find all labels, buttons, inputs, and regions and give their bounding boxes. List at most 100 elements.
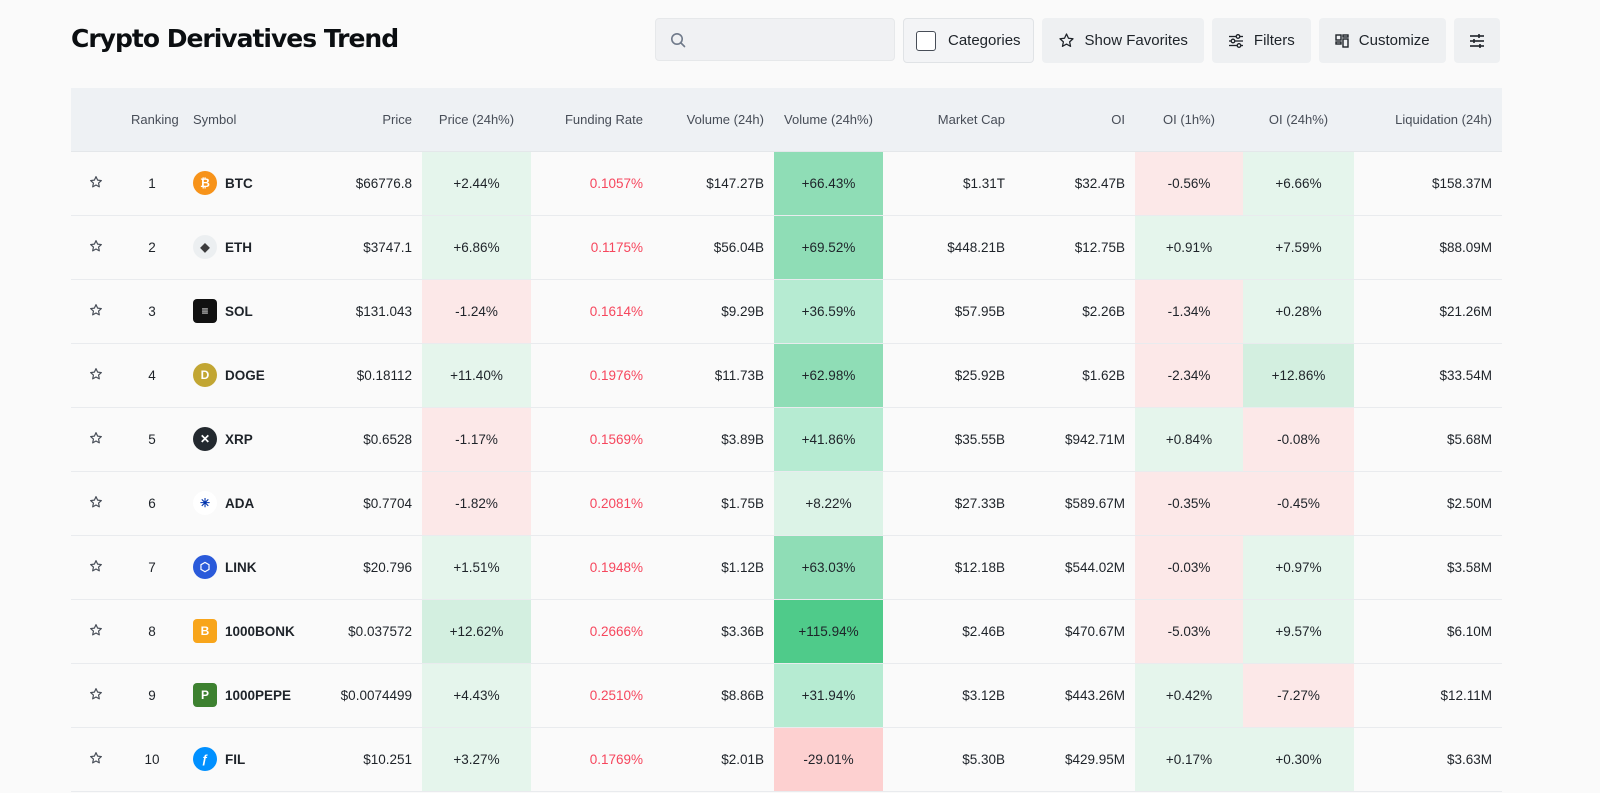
table-row[interactable]: 5 ✕ XRP $0.6528 -1.17% 0.1569% $3.89B +41.86% $3… xyxy=(71,407,1502,472)
filters-button[interactable]: Filters xyxy=(1211,18,1311,63)
header-price[interactable]: Price xyxy=(305,88,422,152)
market-cap-cell: $35.55B xyxy=(883,407,1015,472)
favorite-star-icon[interactable] xyxy=(71,663,121,728)
categories-checkbox[interactable] xyxy=(916,30,936,51)
table-row[interactable]: 3 ≡ SOL $131.043 -1.24% 0.1614% $9.29B +36.59% $… xyxy=(71,279,1502,344)
sol-icon: ≡ xyxy=(193,299,217,323)
symbol-cell[interactable]: ✳ ADA xyxy=(183,471,305,536)
volume-24h-pct-cell: -29.01% xyxy=(774,727,883,792)
symbol-cell[interactable]: P 1000PEPE xyxy=(183,663,305,728)
table-row[interactable]: 6 ✳ ADA $0.7704 -1.82% 0.2081% $1.75B +8.22% $27… xyxy=(71,471,1502,536)
price-24h-pct-cell: -1.24% xyxy=(422,279,531,344)
header-oi-1h-pct[interactable]: OI (1h%) xyxy=(1135,88,1243,152)
favorite-star-icon[interactable] xyxy=(71,535,121,600)
symbol-name: ETH xyxy=(225,239,252,255)
customize-label: Customize xyxy=(1358,32,1430,49)
header-ranking[interactable]: Ranking xyxy=(121,88,183,152)
oi-cell: $544.02M xyxy=(1015,535,1135,600)
ranking-cell: 5 xyxy=(121,407,183,472)
derivatives-table: Ranking Symbol Price Price (24h%) Fundin… xyxy=(71,88,1502,792)
header-symbol[interactable]: Symbol xyxy=(183,88,305,152)
oi-24h-pct-cell: +0.97% xyxy=(1243,535,1354,600)
oi-1h-pct-cell: +0.84% xyxy=(1135,407,1243,472)
favorite-star-icon[interactable] xyxy=(71,727,121,792)
symbol-name: BTC xyxy=(225,175,253,191)
table-row[interactable]: 1 ₿ BTC $66776.8 +2.44% 0.1057% $147.27B +66.43… xyxy=(71,151,1502,216)
derivatives-table-container: Ranking Symbol Price Price (24h%) Fundin… xyxy=(71,88,1502,792)
volume-24h-cell: $2.01B xyxy=(653,727,774,792)
oi-cell: $12.75B xyxy=(1015,215,1135,280)
oi-1h-pct-cell: -0.56% xyxy=(1135,151,1243,216)
price-24h-pct-cell: +2.44% xyxy=(422,151,531,216)
eth-icon: ◆ xyxy=(193,235,217,259)
ranking-cell: 10 xyxy=(121,727,183,792)
header-price-24h-pct[interactable]: Price (24h%) xyxy=(422,88,531,152)
table-row[interactable]: 10 ƒ FIL $10.251 +3.27% 0.1769% $2.01B -29.01% $… xyxy=(71,727,1502,792)
favorite-star-icon[interactable] xyxy=(71,343,121,408)
table-row[interactable]: 4 D DOGE $0.18112 +11.40% 0.1976% $11.73B +62.9… xyxy=(71,343,1502,408)
oi-1h-pct-cell: -1.34% xyxy=(1135,279,1243,344)
symbol-cell[interactable]: ≡ SOL xyxy=(183,279,305,344)
funding-rate-cell: 0.1769% xyxy=(531,727,653,792)
price-cell: $0.037572 xyxy=(305,599,422,664)
favorite-star-icon[interactable] xyxy=(71,279,121,344)
search-box[interactable] xyxy=(655,18,895,61)
table-row[interactable]: 2 ◆ ETH $3747.1 +6.86% 0.1175% $56.04B +69.52% $… xyxy=(71,215,1502,280)
header-volume-24h[interactable]: Volume (24h) xyxy=(653,88,774,152)
header-volume-24h-pct[interactable]: Volume (24h%) xyxy=(774,88,883,152)
liquidation-24h-cell: $158.37M xyxy=(1354,151,1502,216)
header-market-cap[interactable]: Market Cap xyxy=(883,88,1015,152)
header-funding-rate[interactable]: Funding Rate xyxy=(531,88,653,152)
table-row[interactable]: 7 ⬡ LINK $20.796 +1.51% 0.1948% $1.12B +63.03% $… xyxy=(71,535,1502,600)
symbol-cell[interactable]: ◆ ETH xyxy=(183,215,305,280)
show-favorites-button[interactable]: Show Favorites xyxy=(1041,18,1204,63)
search-input[interactable] xyxy=(696,31,894,48)
symbol-cell[interactable]: ⬡ LINK xyxy=(183,535,305,600)
header-oi[interactable]: OI xyxy=(1015,88,1135,152)
filters-label: Filters xyxy=(1253,32,1295,49)
oi-cell: $589.67M xyxy=(1015,471,1135,536)
symbol-cell[interactable]: ƒ FIL xyxy=(183,727,305,792)
symbol-name: XRP xyxy=(225,431,253,447)
favorite-star-icon[interactable] xyxy=(71,471,121,536)
symbol-cell[interactable]: ✕ XRP xyxy=(183,407,305,472)
price-cell: $66776.8 xyxy=(305,151,422,216)
customize-grid-icon xyxy=(1335,33,1349,48)
volume-24h-pct-cell: +69.52% xyxy=(774,215,883,280)
price-24h-pct-cell: +6.86% xyxy=(422,215,531,280)
oi-24h-pct-cell: -0.08% xyxy=(1243,407,1354,472)
oi-1h-pct-cell: -0.03% xyxy=(1135,535,1243,600)
funding-rate-cell: 0.1057% xyxy=(531,151,653,216)
symbol-cell[interactable]: ₿ BTC xyxy=(183,151,305,216)
table-row[interactable]: 8 B 1000BONK $0.037572 +12.62% 0.2666% $3.36B +… xyxy=(71,599,1502,664)
oi-cell: $1.62B xyxy=(1015,343,1135,408)
header-liquidation-24h[interactable]: Liquidation (24h) xyxy=(1354,88,1502,152)
funding-rate-cell: 0.1175% xyxy=(531,215,653,280)
volume-24h-pct-cell: +115.94% xyxy=(774,599,883,664)
symbol-cell[interactable]: D DOGE xyxy=(183,343,305,408)
settings-button[interactable] xyxy=(1453,18,1500,63)
price-24h-pct-cell: +11.40% xyxy=(422,343,531,408)
funding-rate-cell: 0.2666% xyxy=(531,599,653,664)
oi-24h-pct-cell: +12.86% xyxy=(1243,343,1354,408)
volume-24h-cell: $3.36B xyxy=(653,599,774,664)
symbol-cell[interactable]: B 1000BONK xyxy=(183,599,305,664)
market-cap-cell: $448.21B xyxy=(883,215,1015,280)
favorite-star-icon[interactable] xyxy=(71,407,121,472)
oi-24h-pct-cell: +0.30% xyxy=(1243,727,1354,792)
table-row[interactable]: 9 P 1000PEPE $0.0074499 +4.43% 0.2510% $8.86B +… xyxy=(71,663,1502,728)
ranking-cell: 6 xyxy=(121,471,183,536)
customize-button[interactable]: Customize xyxy=(1318,18,1446,63)
volume-24h-cell: $11.73B xyxy=(653,343,774,408)
ranking-cell: 2 xyxy=(121,215,183,280)
price-cell: $10.251 xyxy=(305,727,422,792)
header-oi-24h-pct[interactable]: OI (24h%) xyxy=(1243,88,1354,152)
categories-button[interactable]: Categories xyxy=(903,18,1034,63)
favorite-star-icon[interactable] xyxy=(71,215,121,280)
favorite-star-icon[interactable] xyxy=(71,599,121,664)
funding-rate-cell: 0.1948% xyxy=(531,535,653,600)
price-cell: $0.7704 xyxy=(305,471,422,536)
oi-1h-pct-cell: +0.42% xyxy=(1135,663,1243,728)
favorite-star-icon[interactable] xyxy=(71,151,121,216)
symbol-name: DOGE xyxy=(225,367,265,383)
